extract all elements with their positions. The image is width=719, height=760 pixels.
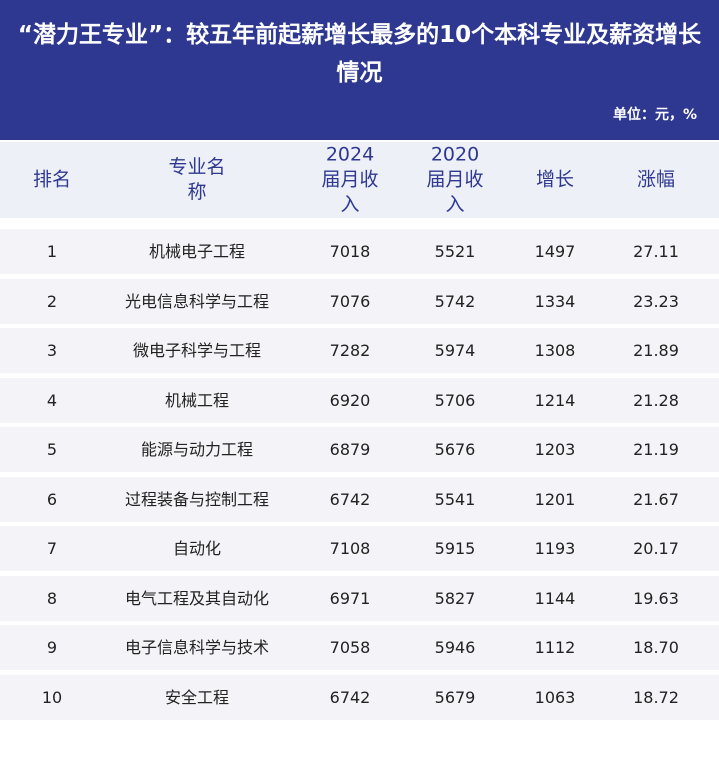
table-cell: 7282 <box>329 341 371 360</box>
table-cell: 安全工程 <box>164 687 230 707</box>
table-cell: 6879 <box>329 440 371 459</box>
title: “潜力王专业”：较五年前起薪增长最多的10个本科专业及薪资增长情况 <box>17 22 702 86</box>
column-header: 涨幅 <box>636 168 675 191</box>
table-cell: 1144 <box>534 588 576 608</box>
table-cell: 自动化 <box>172 539 222 558</box>
table-cell: 5827 <box>434 588 476 608</box>
table-cell: 9 <box>46 638 58 657</box>
table-header: 排名 专业名称 2024届月收入 2020届月收入 增长 涨幅 <box>0 142 719 218</box>
table-cell: 5974 <box>434 341 476 360</box>
table-cell: 6742 <box>329 687 371 707</box>
table-row: 3 微电子科学与工程 7282 5974 1308 21.89 <box>0 328 719 373</box>
unit-note: 单位：元，% <box>612 107 697 123</box>
table-row: 7 自动化 7108 5915 1193 20.17 <box>0 526 719 571</box>
table-cell: 5742 <box>434 291 476 311</box>
table-cell: 1201 <box>534 489 576 509</box>
column-header: 专业名称 <box>168 156 226 203</box>
table-cell: 1497 <box>534 242 576 261</box>
table-cell: 5679 <box>434 687 476 707</box>
table-cell: 7 <box>46 539 58 558</box>
table-cell: 8 <box>46 588 58 608</box>
table-cell: 1 <box>46 242 58 261</box>
table-cell: 7018 <box>329 242 371 261</box>
column-header: 2020届月收入 <box>426 143 484 216</box>
table-cell: 5706 <box>434 390 476 410</box>
column-header: 2024届月收入 <box>321 143 379 216</box>
table-cell: 21.89 <box>633 341 679 360</box>
table-cell: 6920 <box>329 390 371 410</box>
table-cell: 4 <box>46 390 58 410</box>
table-cell: 1203 <box>534 440 576 459</box>
table-row: 8 电气工程及其自动化 6971 5827 1144 19.63 <box>0 575 719 621</box>
table-cell: 2 <box>46 291 58 311</box>
table-cell: 21.28 <box>633 390 679 410</box>
table-cell: 3 <box>46 341 58 360</box>
table-cell: 5946 <box>434 638 476 657</box>
table-cell: 光电信息科学与工程 <box>124 291 270 311</box>
table-cell: 5541 <box>434 489 476 509</box>
table-row: 5 能源与动力工程 6879 5676 1203 21.19 <box>0 427 719 472</box>
table-cell: 1112 <box>534 638 576 657</box>
column-header: 排名 <box>32 168 71 191</box>
table-cell: 6742 <box>329 489 371 509</box>
header: “潜力王专业”：较五年前起薪增长最多的10个本科专业及薪资增长情况 单位：元，% <box>0 0 719 140</box>
table-cell: 电气工程及其自动化 <box>124 588 270 608</box>
table-cell: 6 <box>46 489 58 509</box>
table-cell: 20.17 <box>633 539 679 558</box>
table-cell: 21.67 <box>633 489 679 509</box>
table-cell: 能源与动力工程 <box>140 440 254 459</box>
table-cell: 5 <box>46 440 58 459</box>
table-cell: 5521 <box>434 242 476 261</box>
table-row: 2 光电信息科学与工程 7076 5742 1334 23.23 <box>0 278 719 324</box>
table-cell: 10 <box>41 687 63 707</box>
column-header: 增长 <box>535 168 574 191</box>
table-cell: 电子信息科学与技术 <box>124 638 270 657</box>
table-row: 1 机械电子工程 7018 5521 1497 27.11 <box>0 229 719 274</box>
table-cell: 21.19 <box>633 440 679 459</box>
table-cell: 18.72 <box>633 687 679 707</box>
table-row: 10 安全工程 6742 5679 1063 18.72 <box>0 674 719 720</box>
table-cell: 1334 <box>534 291 576 311</box>
table-cell: 1193 <box>534 539 576 558</box>
table-cell: 机械电子工程 <box>148 242 246 261</box>
table-cell: 机械工程 <box>164 390 230 410</box>
table-cell: 23.23 <box>633 291 679 311</box>
table-cell: 7076 <box>329 291 371 311</box>
table-cell: 27.11 <box>633 242 679 261</box>
table-row: 9 电子信息科学与技术 7058 5946 1112 18.70 <box>0 625 719 670</box>
table-cell: 过程装备与控制工程 <box>124 489 270 509</box>
table-cell: 5915 <box>434 539 476 558</box>
table-cell: 5676 <box>434 440 476 459</box>
table-cell: 7058 <box>329 638 371 657</box>
table-cell: 18.70 <box>633 638 679 657</box>
table-cell: 7108 <box>329 539 371 558</box>
table-cell: 1308 <box>534 341 576 360</box>
table-cell: 微电子科学与工程 <box>132 341 262 360</box>
table-row: 6 过程装备与控制工程 6742 5541 1201 21.67 <box>0 476 719 522</box>
table-cell: 6971 <box>329 588 371 608</box>
table-row: 4 机械工程 6920 5706 1214 21.28 <box>0 377 719 423</box>
table-cell: 19.63 <box>633 588 679 608</box>
table-cell: 1063 <box>534 687 576 707</box>
table-cell: 1214 <box>534 390 576 410</box>
